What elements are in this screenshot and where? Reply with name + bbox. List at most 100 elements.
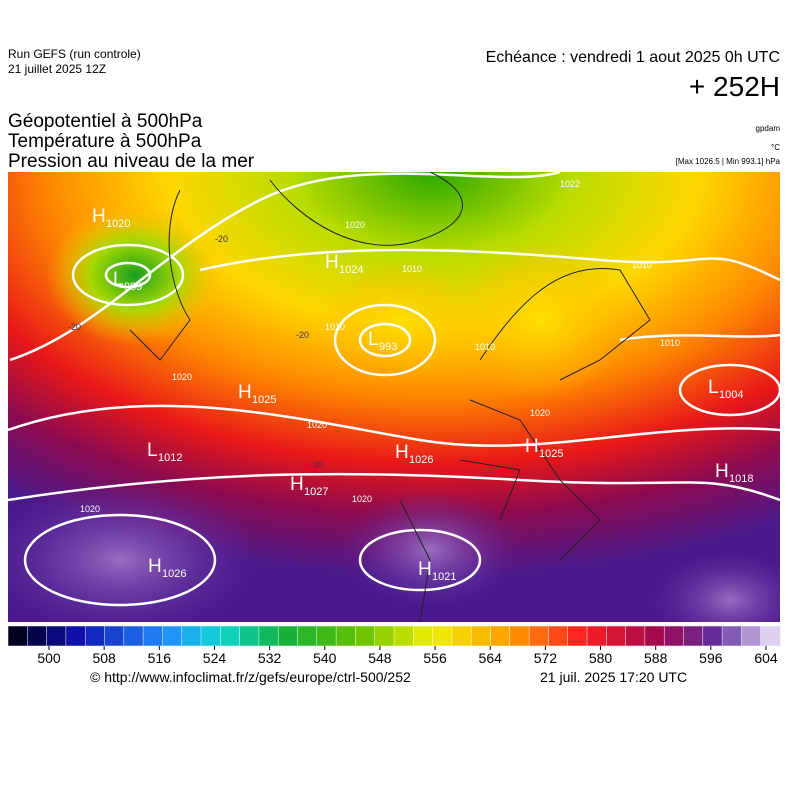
colorbar-tick-label: 548 <box>368 650 392 666</box>
colorbar-tick-label: 524 <box>203 650 227 666</box>
run-date: 21 juillet 2025 12Z <box>8 62 106 76</box>
colorbar-swatch <box>432 625 453 647</box>
colorbar-swatch <box>606 625 627 647</box>
center-value: 999 <box>124 281 142 293</box>
colorbar-swatch <box>741 625 762 647</box>
colorbar-swatch <box>181 625 202 647</box>
center-symbol: L <box>147 440 158 461</box>
colorbar-swatch <box>760 625 781 647</box>
colorbar-tick-label: 500 <box>37 650 61 666</box>
lead-time: + 252H <box>689 71 780 102</box>
title: Température à 500hPa <box>8 131 202 152</box>
colorbar-swatch <box>220 625 241 647</box>
center-value: 1020 <box>106 218 130 230</box>
center-value: 1025 <box>252 394 276 406</box>
title: Pression au niveau de la mer <box>8 151 255 172</box>
isobar-label: 1020 <box>307 420 327 430</box>
generated: 21 juil. 2025 17:20 UTC <box>540 669 687 685</box>
colorbar-tick-label: 508 <box>92 650 116 666</box>
isobar-label: 1022 <box>560 179 580 189</box>
isobar-label: 1010 <box>325 322 345 332</box>
isobar-label: 1020 <box>345 220 365 230</box>
colorbar-tick-label: 596 <box>699 650 723 666</box>
isobar-label: 1010 <box>402 264 422 274</box>
isobar-label: 1020 <box>80 504 100 514</box>
colorbar-swatch <box>46 625 67 647</box>
center-value: 1024 <box>339 264 363 276</box>
title: Géopotentiel à 500hPa <box>8 111 203 132</box>
colorbar-swatch <box>142 625 164 647</box>
isobar-label: 1010 <box>475 342 495 352</box>
colorbar-swatch <box>683 625 704 647</box>
isobar-label: 1010 <box>660 338 680 348</box>
center-value: 1027 <box>304 486 328 498</box>
center-symbol: H <box>395 442 409 463</box>
colorbar-swatch <box>721 625 743 647</box>
colorbar-tick-label: 580 <box>589 650 613 666</box>
colorbar-swatch <box>702 625 723 647</box>
temperature-label: -20 <box>296 330 309 340</box>
colorbar-swatch <box>663 625 685 647</box>
unit: °C <box>771 143 780 152</box>
center-symbol: H <box>715 461 729 482</box>
center-symbol: H <box>325 252 339 273</box>
center-value: 1025 <box>539 448 563 460</box>
colorbar-swatch <box>104 625 125 647</box>
isobar-label: 1020 <box>172 372 192 382</box>
isobar-label: 1020 <box>352 494 372 504</box>
colorbar-swatch <box>277 625 299 647</box>
isobar-label: 1020 <box>530 408 550 418</box>
center-symbol: L <box>708 377 719 398</box>
colorbar-swatch <box>374 625 395 647</box>
center-symbol: H <box>92 206 106 227</box>
colorbar-swatch <box>451 625 472 647</box>
isobar-label: 1010 <box>632 260 652 270</box>
source: © http://www.infoclimat.fr/z/gefs/europe… <box>90 669 411 685</box>
colorbar-swatch <box>7 625 29 647</box>
colorbar-swatch <box>200 625 222 647</box>
colorbar-swatch <box>625 625 646 647</box>
colorbar-swatch <box>84 625 106 647</box>
colorbar-swatch <box>123 625 144 647</box>
colorbar-swatch <box>509 625 530 647</box>
colorbar: 500 508 516 524 532 540 548 556 564 572 580 588 596 6… <box>7 625 781 666</box>
center-value: 1026 <box>162 568 186 580</box>
valid-time: Echéance : vendredi 1 aout 2025 0h UTC <box>486 49 780 66</box>
center-symbol: H <box>290 474 304 495</box>
center-symbol: H <box>525 436 539 457</box>
colorbar-swatch <box>258 625 279 647</box>
colorbar-swatch <box>490 625 511 647</box>
colorbar-tick-label: 516 <box>148 650 172 666</box>
center-symbol: L <box>113 269 124 290</box>
colorbar-swatch <box>644 625 665 647</box>
temperature-label: -20 <box>68 322 81 332</box>
colorbar-tick-label: 540 <box>313 650 337 666</box>
colorbar-swatch <box>393 625 415 647</box>
colorbar-swatch <box>586 625 608 647</box>
run-label: Run GEFS (run controle) <box>8 47 141 61</box>
colorbar-swatch <box>65 625 86 647</box>
temperature-label: -20 <box>215 234 228 244</box>
colorbar-swatch <box>355 625 376 647</box>
colorbar-swatch <box>413 625 434 647</box>
colorbar-tick-label: 532 <box>258 650 282 666</box>
temperature-label: -20 <box>310 460 323 470</box>
colorbar-tick-label: 556 <box>423 650 447 666</box>
center-symbol: H <box>418 559 432 580</box>
center-symbol: H <box>238 382 252 403</box>
center-symbol: H <box>148 556 162 577</box>
center-value: 1026 <box>409 454 433 466</box>
unit: gpdam <box>756 124 781 133</box>
center-symbol: L <box>368 329 379 350</box>
center-value: 1018 <box>729 473 753 485</box>
map <box>8 172 780 622</box>
center-value: 1021 <box>432 571 456 583</box>
colorbar-swatch <box>335 625 357 647</box>
colorbar-swatch <box>316 625 337 647</box>
center-value: 1012 <box>158 452 182 464</box>
center-value: 1004 <box>719 389 743 401</box>
colorbar-swatch <box>470 625 492 647</box>
colorbar-tick-label: 604 <box>754 650 778 666</box>
colorbar-swatch <box>27 625 48 647</box>
